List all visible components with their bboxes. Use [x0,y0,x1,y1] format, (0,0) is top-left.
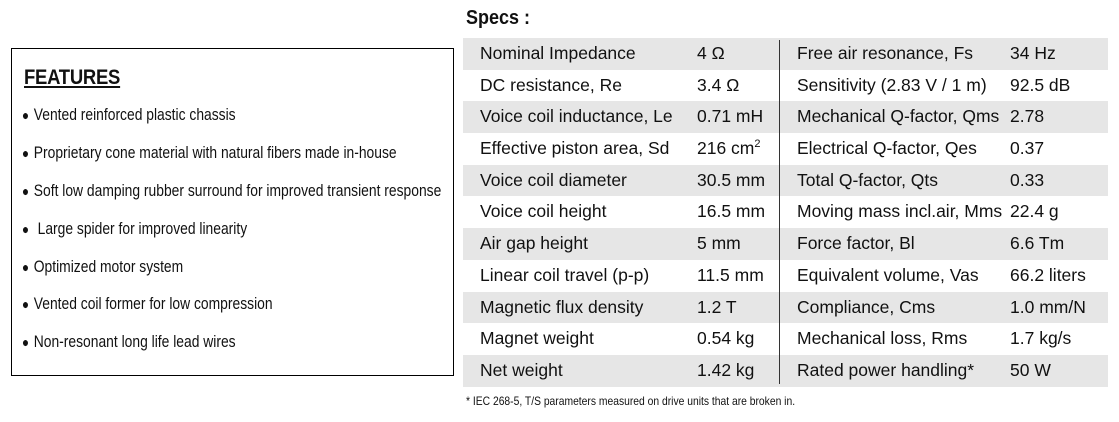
feature-item: ● Vented coil former for low compression [22,295,273,314]
spec-label: Effective piston area, Sd [480,138,670,159]
specs-table: Nominal Impedance 4 Ω Free air resonance… [463,38,1108,387]
spec-value-2: 66.2 liters [1010,264,1086,285]
bullet-icon: ● [22,334,30,350]
spec-value: 0.54 kg [697,328,755,349]
spec-label-2: Moving mass incl.air, Mms [797,201,1003,222]
bullet-icon: ● [22,107,30,123]
spec-value-superscript: 2 [754,138,761,151]
spec-value: 1.42 kg [697,359,755,380]
spec-value-2: 0.37 [1010,138,1045,159]
feature-item: ● Soft low damping rubber surround for im… [22,182,441,201]
feature-text: Soft low damping rubber surround for imp… [33,182,442,200]
spec-label-2: Force factor, Bl [797,233,915,254]
spec-label-2: Mechanical loss, Rms [797,328,968,349]
spec-row: Net weight 1.42 kg Rated power handling*… [463,354,1108,387]
spec-label-2: Equivalent volume, Vas [797,264,979,285]
spec-row: Voice coil inductance, Le 0.71 mH Mechan… [463,101,1108,134]
feature-item: ● Large spider for improved linearity [22,220,247,239]
spec-label-2: Sensitivity (2.83 V / 1 m) [797,74,987,95]
spec-label: Linear coil travel (p-p) [480,264,650,285]
spec-value: 11.5 mm [697,264,764,285]
specs-title: Specs : [466,7,531,29]
spec-label: Voice coil inductance, Le [480,106,673,127]
spec-value-2: 34 Hz [1010,43,1056,63]
spec-value: 1.2 T [697,296,737,317]
spec-value: 30.5 mm [697,169,766,190]
spec-value: 5 mm [697,233,741,254]
feature-text: Vented reinforced plastic chassis [33,106,236,124]
spec-row: Nominal Impedance 4 Ω Free air resonance… [463,38,1108,70]
spec-value-2: 1.0 mm/N [1010,296,1086,317]
bullet-icon: ● [22,259,30,275]
spec-value-base: 216 cm [697,138,755,159]
spec-row: Voice coil height 16.5 mm Moving mass in… [463,196,1108,228]
spec-label: Voice coil diameter [480,169,627,190]
spec-value-2: 50 W [1010,359,1051,380]
spec-label: Voice coil height [480,201,607,222]
spec-row: Linear coil travel (p-p) 11.5 mm Equival… [463,260,1108,292]
spec-value: 216 cm2 [697,133,761,165]
spec-row: DC resistance, Re 3.4 Ω Sensitivity (2.8… [463,70,1108,102]
spec-value: 4 Ω [697,43,725,63]
spec-value: 16.5 mm [697,201,766,222]
column-divider [779,40,780,384]
spec-label-2: Rated power handling* [797,359,975,380]
spec-label: Magnet weight [480,328,594,349]
feature-text: Optimized motor system [33,258,184,276]
feature-text: Vented coil former for low compression [33,295,273,313]
feature-item: ● Optimized motor system [22,258,183,277]
spec-row: Air gap height 5 mm Force factor, Bl 6.6… [463,228,1108,260]
spec-value-2: 0.33 [1010,169,1045,190]
spec-label-2: Compliance, Cms [797,296,936,317]
features-box: FEATURES ● Vented reinforced plastic chas… [11,48,454,376]
feature-item: ● Vented reinforced plastic chassis [22,106,236,125]
spec-label: Nominal Impedance [480,43,636,63]
bullet-icon: ● [22,221,30,237]
spec-value-2: 92.5 dB [1010,74,1071,95]
spec-value-2: 6.6 Tm [1010,233,1065,254]
bullet-icon: ● [22,145,30,161]
spec-label-2: Electrical Q-factor, Qes [797,138,977,159]
feature-text: Non-resonant long life lead wires [33,333,236,351]
spec-row: Magnet weight 0.54 kg Mechanical loss, R… [463,323,1108,355]
feature-text: Proprietary cone material with natural f… [33,144,397,162]
bullet-icon: ● [22,183,30,199]
spec-label: DC resistance, Re [480,74,622,95]
spec-value-2: 2.78 [1010,106,1045,127]
spec-value-2: 22.4 g [1010,201,1059,222]
spec-value-2: 1.7 kg/s [1010,328,1072,349]
spec-label: Air gap height [480,233,588,254]
spec-row: Effective piston area, Sd 216 cm2 Electr… [463,133,1108,165]
spec-label-2: Free air resonance, Fs [797,43,974,63]
spec-label: Magnetic flux density [480,296,644,317]
bullet-icon: ● [22,296,30,312]
footnote: * IEC 268-5, T/S parameters measured on … [466,394,796,408]
spec-row: Voice coil diameter 30.5 mm Total Q-fact… [463,164,1108,197]
feature-item: ● Proprietary cone material with natural … [22,144,397,163]
features-title: FEATURES [24,66,121,89]
spec-value: 0.71 mH [697,106,764,127]
spec-row: Magnetic flux density 1.2 T Compliance, … [463,291,1108,324]
feature-item: ● Non-resonant long life lead wires [22,333,236,352]
feature-text: Large spider for improved linearity [33,220,248,238]
spec-value: 3.4 Ω [697,74,740,95]
spec-label-2: Total Q-factor, Qts [797,169,939,190]
spec-label: Net weight [480,359,563,380]
spec-label-2: Mechanical Q-factor, Qms [797,106,1000,127]
